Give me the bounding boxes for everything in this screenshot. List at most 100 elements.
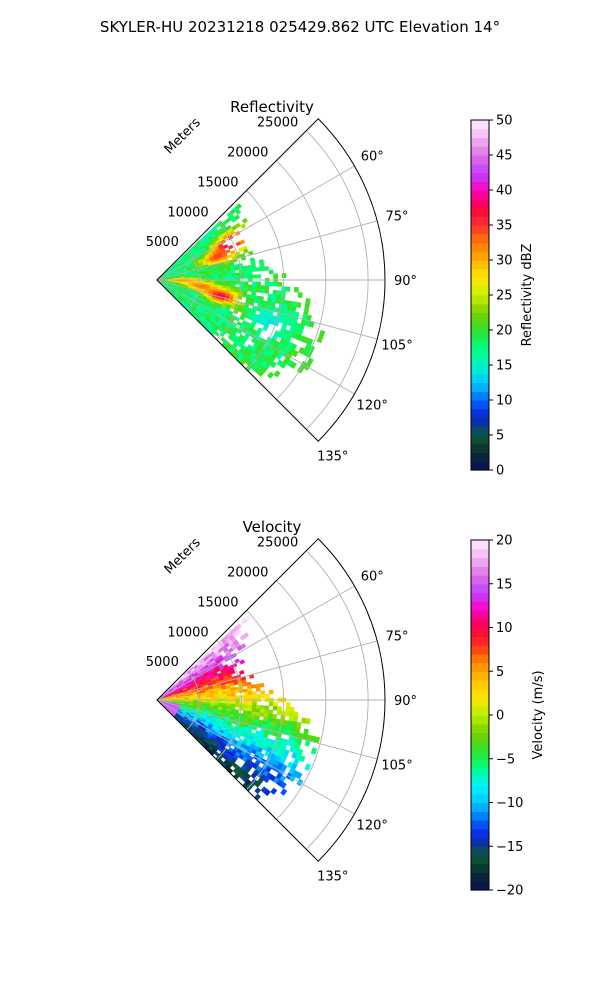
colorbar-tick-label: 35 (496, 219, 513, 234)
radial-tick-label: 10000 (167, 625, 208, 640)
colorbar-swatch (471, 872, 489, 882)
colorbar-swatch (471, 338, 489, 349)
colorbar-swatch (471, 443, 489, 454)
colorbar-swatch (471, 163, 489, 174)
colorbar-swatch (471, 715, 489, 725)
colorbar-swatch (471, 391, 489, 401)
angle-tick-label: 60° (361, 570, 384, 585)
colorbar-swatch (471, 181, 489, 191)
velocity-grid (156, 538, 386, 862)
colorbar-tick-label: 10 (496, 394, 513, 409)
colorbar-swatch (471, 627, 489, 637)
colorbar-swatch (471, 295, 489, 305)
colorbar-swatch (471, 793, 489, 804)
colorbar-tick-label: 30 (496, 254, 513, 269)
velocity-colorbar-label: Velocity (m/s) (531, 670, 546, 759)
angle-tick-label: 120° (357, 398, 388, 413)
sector-frame (156, 118, 386, 442)
colorbar-swatch (471, 767, 489, 777)
colorbar-swatch (471, 137, 489, 147)
angle-tick-label: 105° (381, 758, 412, 773)
colorbar-tick-label: 20 (496, 324, 513, 339)
colorbar-swatch (471, 251, 489, 261)
colorbar-tick-label: 40 (496, 184, 513, 199)
angle-tick-label: 135° (317, 450, 348, 465)
figure-title: SKYLER-HU 20231218 025429.862 UTC Elevat… (100, 18, 500, 36)
colorbar-swatch (471, 855, 489, 865)
colorbar-swatch (471, 321, 489, 331)
colorbar-swatch (471, 820, 489, 830)
colorbar-swatch (471, 540, 489, 550)
reflectivity-grid (156, 118, 386, 442)
reflectivity-colorbar-label: Reflectivity dBZ (520, 244, 535, 347)
azimuth-gridline (156, 165, 355, 281)
velocity-field (158, 614, 321, 801)
radial-tick-label: 15000 (197, 595, 238, 610)
colorbar-swatch (471, 426, 489, 436)
colorbar-swatch (471, 601, 489, 611)
colorbar-swatch (471, 146, 489, 156)
azimuth-gridline (156, 640, 378, 701)
colorbar-swatch (471, 452, 489, 462)
angle-tick-label: 75° (386, 210, 409, 225)
reflectivity-colorbar: Reflectivity dBZ 0 5 10 15 20 25 30 35 40 45 50 (470, 114, 535, 479)
colorbar-swatch (471, 435, 489, 445)
colorbar-tick-label: 5 (496, 429, 504, 444)
angle-tick-label: 75° (386, 630, 409, 645)
colorbar-swatch (471, 828, 489, 839)
colorbar-tick-label: 0 (496, 709, 504, 724)
colorbar-swatch (471, 671, 489, 681)
colorbar-swatch (471, 461, 489, 471)
colorbar-swatch (471, 732, 489, 742)
colorbar-tick-label: −5 (496, 752, 515, 767)
azimuth-gridline (156, 220, 378, 281)
colorbar-swatch (471, 688, 489, 699)
colorbar-swatch (471, 225, 489, 235)
colorbar-swatch (471, 198, 489, 209)
angle-tick-label: 135° (317, 870, 348, 885)
colorbar-swatch (471, 680, 489, 690)
colorbar-swatch (471, 286, 489, 296)
colorbar-swatch (471, 312, 489, 322)
angle-tick-label: 90° (394, 694, 417, 709)
radial-axis-label: Meters (162, 535, 204, 577)
colorbar-swatch (471, 575, 489, 585)
colorbar-swatch (471, 233, 489, 244)
colorbar-tick-label: 15 (496, 577, 513, 592)
colorbar-swatch (471, 277, 489, 287)
colorbar-tick-label: 45 (496, 149, 513, 164)
radial-tick-label: 5000 (146, 235, 179, 250)
colorbar-swatch (471, 881, 489, 891)
colorbar-swatch (471, 636, 489, 646)
colorbar-swatch (471, 216, 489, 226)
sector-frame (156, 538, 386, 862)
colorbar-swatch (471, 811, 489, 821)
colorbar-swatch (471, 548, 489, 559)
colorbar-swatch (471, 365, 489, 375)
colorbar-swatch (471, 750, 489, 760)
colorbar-swatch (471, 785, 489, 795)
colorbar-tick-label: 25 (496, 289, 513, 304)
colorbar-swatch (471, 863, 489, 874)
colorbar-swatch (471, 120, 489, 130)
radial-tick-label: 20000 (227, 566, 268, 581)
colorbar-swatch (471, 653, 489, 664)
colorbar-swatch (471, 400, 489, 410)
colorbar-swatch (471, 172, 489, 182)
colorbar-swatch (471, 128, 489, 139)
colorbar-tick-label: 5 (496, 665, 504, 680)
velocity-colorbar: Velocity (m/s) −20 −15 −10 −5 0 5 10 15 20 (470, 534, 546, 899)
radial-tick-label: 25000 (257, 536, 298, 551)
colorbar-swatch (471, 837, 489, 847)
colorbar-tick-label: −20 (496, 884, 523, 899)
radial-tick-label: 5000 (146, 655, 179, 670)
colorbar-swatch (471, 741, 489, 751)
colorbar-tick-label: 10 (496, 621, 513, 636)
colorbar-swatch (471, 330, 489, 340)
colorbar-swatch (471, 723, 489, 734)
colorbar-tick-label: 0 (496, 464, 504, 479)
radial-tick-label: 25000 (257, 116, 298, 131)
colorbar-swatch (471, 207, 489, 217)
colorbar-swatch (471, 776, 489, 786)
